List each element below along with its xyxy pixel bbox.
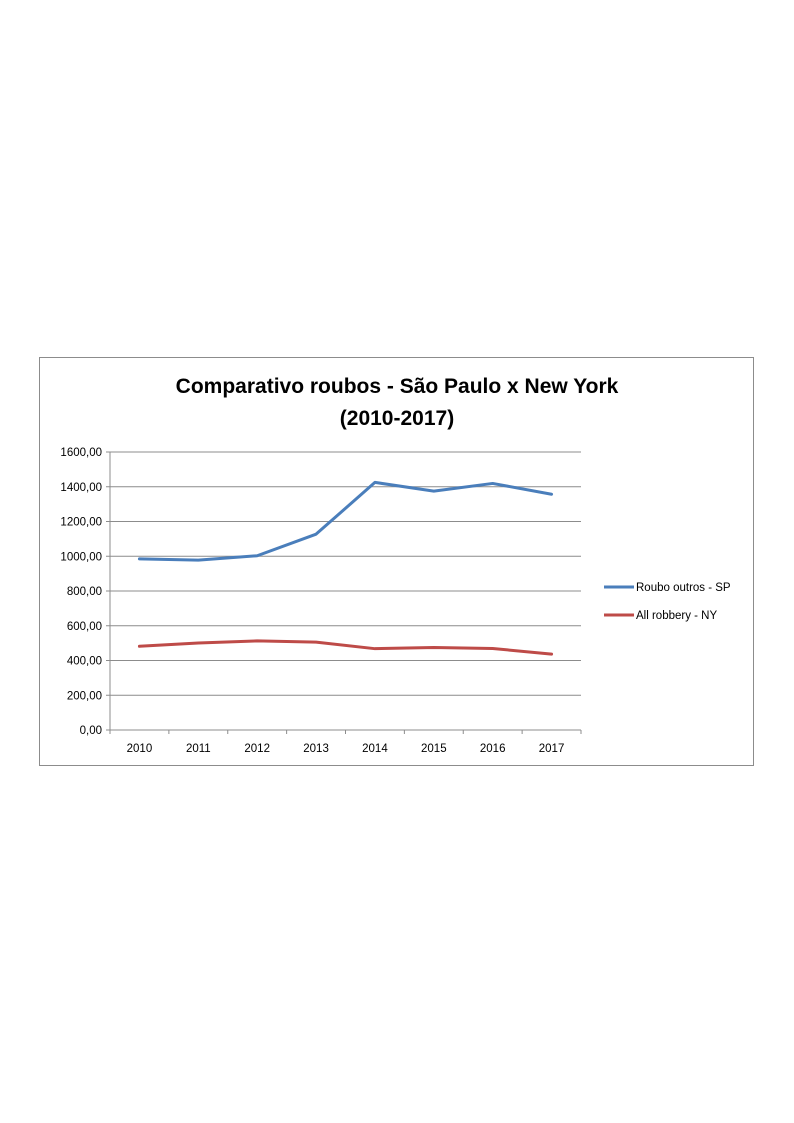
legend: Roubo outros - SP All robbery - NY [604, 582, 731, 622]
chart-container: Comparativo roubos - São Paulo x New Yor… [39, 357, 754, 766]
x-tick-label: 2010 [127, 743, 153, 755]
x-tick-label: 2014 [362, 743, 388, 755]
line-chart: Comparativo roubos - São Paulo x New Yor… [60, 375, 731, 755]
y-tick-label: 1600,00 [60, 447, 102, 459]
legend-label: Roubo outros - SP [636, 582, 731, 594]
y-tick-label: 1200,00 [60, 517, 102, 529]
gridlines [110, 451, 581, 696]
y-tick-label: 400,00 [67, 656, 102, 668]
y-tick-label: 1400,00 [60, 482, 102, 494]
chart-title-line-2: (2010-2017) [340, 407, 454, 430]
x-tick-label: 2015 [421, 743, 447, 755]
x-tick-label: 2012 [244, 743, 270, 755]
y-axis-tick-labels: 0,00 200,00 400,00 600,00 800,00 1000,00 1200,… [60, 447, 102, 737]
y-tick-label: 200,00 [67, 690, 102, 702]
y-tick-label: 800,00 [67, 586, 102, 598]
legend-label: All robbery - NY [636, 610, 717, 622]
series-line-1 [137, 639, 554, 656]
series-lines [137, 480, 554, 656]
y-tick-label: 1000,00 [60, 551, 102, 563]
x-axis-tick-labels: 2010 2011 2012 2013 2014 2015 2016 2017 [127, 743, 565, 755]
y-tick-label: 0,00 [80, 725, 102, 737]
series-line-0 [137, 480, 554, 562]
x-tick-label: 2013 [303, 743, 329, 755]
x-tick-label: 2011 [186, 743, 211, 755]
axes [106, 451, 582, 734]
x-tick-label: 2016 [480, 743, 506, 755]
x-tick-label: 2017 [539, 743, 565, 755]
chart-title-line-1: Comparativo roubos - São Paulo x New Yor… [176, 375, 619, 398]
y-tick-label: 600,00 [67, 621, 102, 633]
